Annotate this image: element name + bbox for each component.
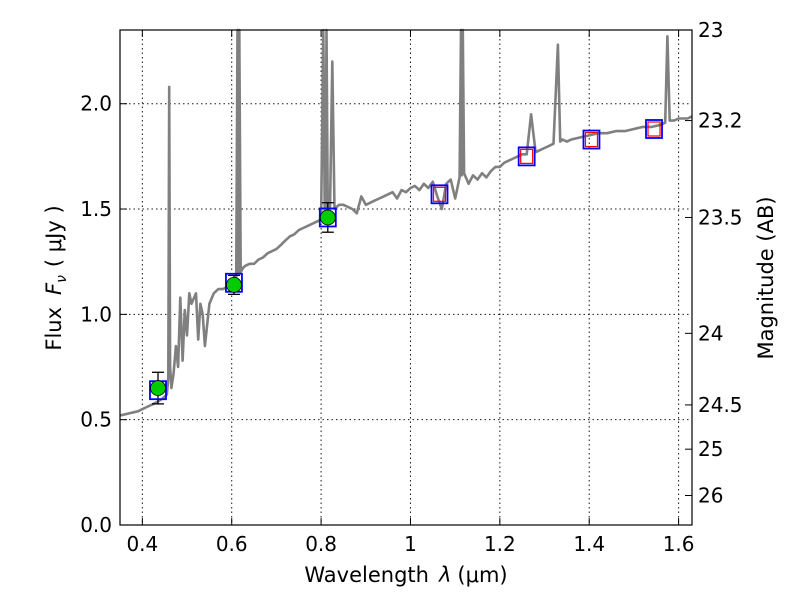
spectrum-line xyxy=(119,28,693,417)
predicted-point-square xyxy=(432,186,447,202)
y2-tick-label: 25 xyxy=(698,437,723,461)
x-axis-title-symbol: λ xyxy=(438,563,451,587)
x-axis-title-unit: (μm) xyxy=(457,563,507,587)
predicted-point-square xyxy=(584,131,599,148)
observed-point xyxy=(226,276,242,293)
y-axis-title-symbol: F xyxy=(42,282,66,295)
y2-tick-label: 24 xyxy=(698,321,723,345)
y2-tick-label: 23.2 xyxy=(698,109,743,133)
y-axis-title-unit: ( μJy ) xyxy=(42,205,66,267)
x-tick-label: 1 xyxy=(404,532,417,556)
x-tick-label: 1.6 xyxy=(663,532,695,556)
y2-tick-label: 24.5 xyxy=(698,393,743,417)
model-point-square xyxy=(318,207,337,228)
y-axis-title-word: Flux xyxy=(42,307,66,351)
y2-tick-label: 26 xyxy=(698,484,723,508)
predicted-point-square xyxy=(647,121,661,137)
plot-frame xyxy=(119,29,693,526)
y-tick-label: 2.0 xyxy=(80,92,112,116)
y-axis-title: Flux Fν ( μJy ) xyxy=(42,205,70,350)
x-tick-label: 0.4 xyxy=(126,532,158,556)
y-tick-label: 1.5 xyxy=(80,197,112,221)
y2-tick-label: 23.5 xyxy=(698,205,743,229)
model-point-square xyxy=(517,146,536,167)
model-point-square xyxy=(430,184,449,205)
model-point-square xyxy=(582,129,601,150)
x-axis-title: Wavelength λ (μm) xyxy=(304,563,507,587)
model-point-square xyxy=(645,119,663,139)
x-axis-title-word: Wavelength xyxy=(304,563,429,587)
observed-point xyxy=(150,380,166,396)
x-tick-label: 0.8 xyxy=(305,532,337,556)
x-tick-label: 1.4 xyxy=(573,532,605,556)
y-tick-label: 1.0 xyxy=(80,302,112,326)
x-tick-label: 1.2 xyxy=(484,532,516,556)
y-axis-title-subscript: ν xyxy=(54,275,70,283)
predicted-point-square xyxy=(520,148,534,164)
y2-axis-title: Magnitude (AB) xyxy=(754,196,778,359)
y-tick-label: 0.5 xyxy=(80,408,112,432)
plot-area xyxy=(119,28,693,417)
grid-lines xyxy=(120,30,692,526)
axis-ticks: 0.4 0.6 0.8 1 1.2 1.4 1.6 0.0 0.5 1.0 1.5 2.0 23 23.2… xyxy=(80,18,742,556)
y2-tick-label: 23 xyxy=(698,18,723,42)
y-tick-label: 0.0 xyxy=(80,513,112,537)
x-tick-label: 0.6 xyxy=(216,532,248,556)
observed-point xyxy=(319,209,336,226)
